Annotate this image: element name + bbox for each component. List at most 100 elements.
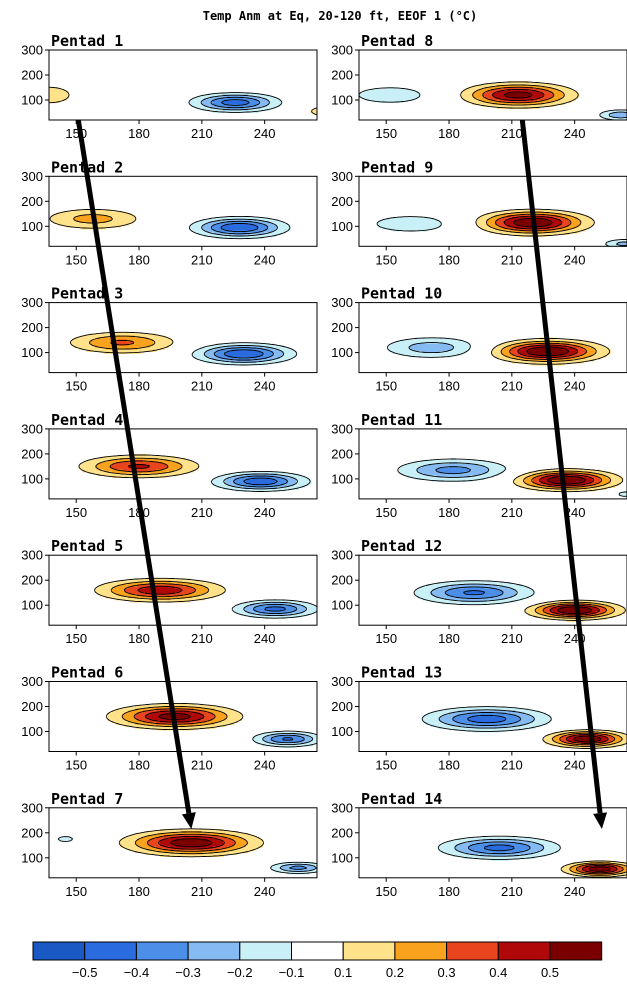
panel-title: Pentad 9 (361, 158, 433, 176)
contour-line (491, 337, 611, 365)
contour-line (243, 477, 278, 486)
contour-line (201, 218, 278, 237)
x-tick-label: 150 (65, 884, 87, 899)
y-tick-label: 200 (21, 573, 43, 588)
colorbar-label: −0.3 (175, 965, 201, 980)
panel-title: Pentad 4 (51, 411, 123, 429)
y-tick-label: 200 (331, 699, 353, 714)
x-tick-label: 150 (65, 379, 87, 394)
x-tick-label: 180 (128, 884, 150, 899)
panel-frame (48, 807, 318, 879)
panel-title: Pentad 3 (51, 285, 123, 303)
contour-line (93, 577, 226, 603)
x-tick-label: 150 (65, 758, 87, 773)
contour-line (444, 586, 504, 599)
y-tick-label: 200 (21, 446, 43, 461)
y-tick-label: 300 (21, 421, 43, 436)
pentad-5-panel: Pentad 5 150 180 210 240 100 200 300 (21, 537, 318, 646)
colorbar-label: 0.5 (541, 965, 559, 980)
x-tick-label: 180 (438, 379, 460, 394)
panel-frame (48, 175, 318, 247)
colorbar-swatch (32, 941, 86, 961)
contour-line (252, 603, 298, 615)
x-tick-label: 210 (501, 505, 523, 520)
contour-line (188, 215, 291, 240)
y-tick-label: 200 (21, 68, 43, 83)
pentad-1-shading (49, 86, 318, 115)
x-tick-label: 240 (254, 758, 276, 773)
x-tick-label: 210 (501, 758, 523, 773)
x-tick-label: 240 (254, 884, 276, 899)
colorbar-swatch (342, 941, 396, 961)
contour-line (270, 734, 305, 744)
y-tick-label: 100 (331, 724, 353, 739)
y-tick-label: 100 (21, 724, 43, 739)
contour-line (220, 223, 259, 233)
colorbar-swatch (549, 941, 603, 961)
contour-line (376, 216, 627, 247)
contour-line (503, 91, 533, 99)
x-tick-label: 240 (254, 126, 276, 141)
contour-line (559, 732, 616, 746)
contour-line (232, 475, 289, 488)
y-tick-label: 200 (21, 825, 43, 840)
propagation-arrow-head (593, 812, 608, 830)
colorbar-label: −0.1 (279, 965, 305, 980)
contour-line (557, 606, 593, 615)
contour-line (282, 737, 294, 741)
y-tick-label: 300 (331, 421, 353, 436)
contour-line (542, 729, 627, 749)
x-tick-label: 180 (128, 252, 150, 267)
panel-frame (48, 681, 318, 752)
panel-frame (358, 175, 627, 247)
y-tick-label: 300 (21, 43, 43, 58)
figure-title: Temp Anm at Eq, 20-120 ft, EEOF 1 (°C) (203, 9, 478, 23)
contour-line (70, 331, 174, 354)
y-tick-label: 100 (331, 345, 353, 360)
x-tick-label: 210 (501, 379, 523, 394)
contour-line (430, 583, 518, 602)
contour-line (517, 344, 579, 359)
pentad-6-panel: Pentad 6 150 180 210 240 100 200 300 (21, 664, 318, 773)
x-tick-label: 180 (438, 884, 460, 899)
y-tick-label: 100 (21, 471, 43, 486)
y-tick-label: 100 (331, 471, 353, 486)
contour-line (200, 94, 271, 111)
colorbar-label: 0.4 (489, 965, 507, 980)
contour-line (421, 706, 552, 732)
y-tick-label: 300 (331, 674, 353, 689)
pentad-9-shading (377, 209, 627, 247)
contour-line (523, 470, 612, 490)
y-tick-label: 100 (21, 345, 43, 360)
x-tick-label: 150 (375, 505, 397, 520)
x-tick-label: 240 (564, 758, 586, 773)
contour-line (203, 345, 285, 363)
x-tick-label: 150 (375, 631, 397, 646)
x-tick-label: 180 (128, 379, 150, 394)
colorbar-label: −0.2 (227, 965, 253, 980)
x-tick-label: 210 (501, 126, 523, 141)
propagation-arrow-shaft (519, 119, 603, 814)
y-tick-label: 300 (21, 674, 43, 689)
contour-line (57, 836, 318, 874)
y-tick-label: 300 (331, 800, 353, 815)
contour-line (534, 601, 616, 619)
x-tick-label: 180 (128, 126, 150, 141)
x-tick-label: 240 (254, 505, 276, 520)
y-tick-label: 200 (21, 699, 43, 714)
contour-line (118, 828, 265, 858)
contour-line (289, 865, 308, 870)
panel-title: Pentad 10 (361, 285, 442, 303)
contour-line (589, 866, 611, 872)
contour-line (460, 81, 579, 109)
contour-line (210, 220, 269, 235)
x-tick-label: 150 (65, 631, 87, 646)
panel-frame (48, 554, 318, 626)
pentad-9-panel: Pentad 9 150 180 210 240 100 200 300 (331, 158, 627, 267)
panel-title: Pentad 8 (361, 32, 433, 50)
propagation-arrows (75, 119, 608, 830)
y-tick-label: 200 (331, 320, 353, 335)
